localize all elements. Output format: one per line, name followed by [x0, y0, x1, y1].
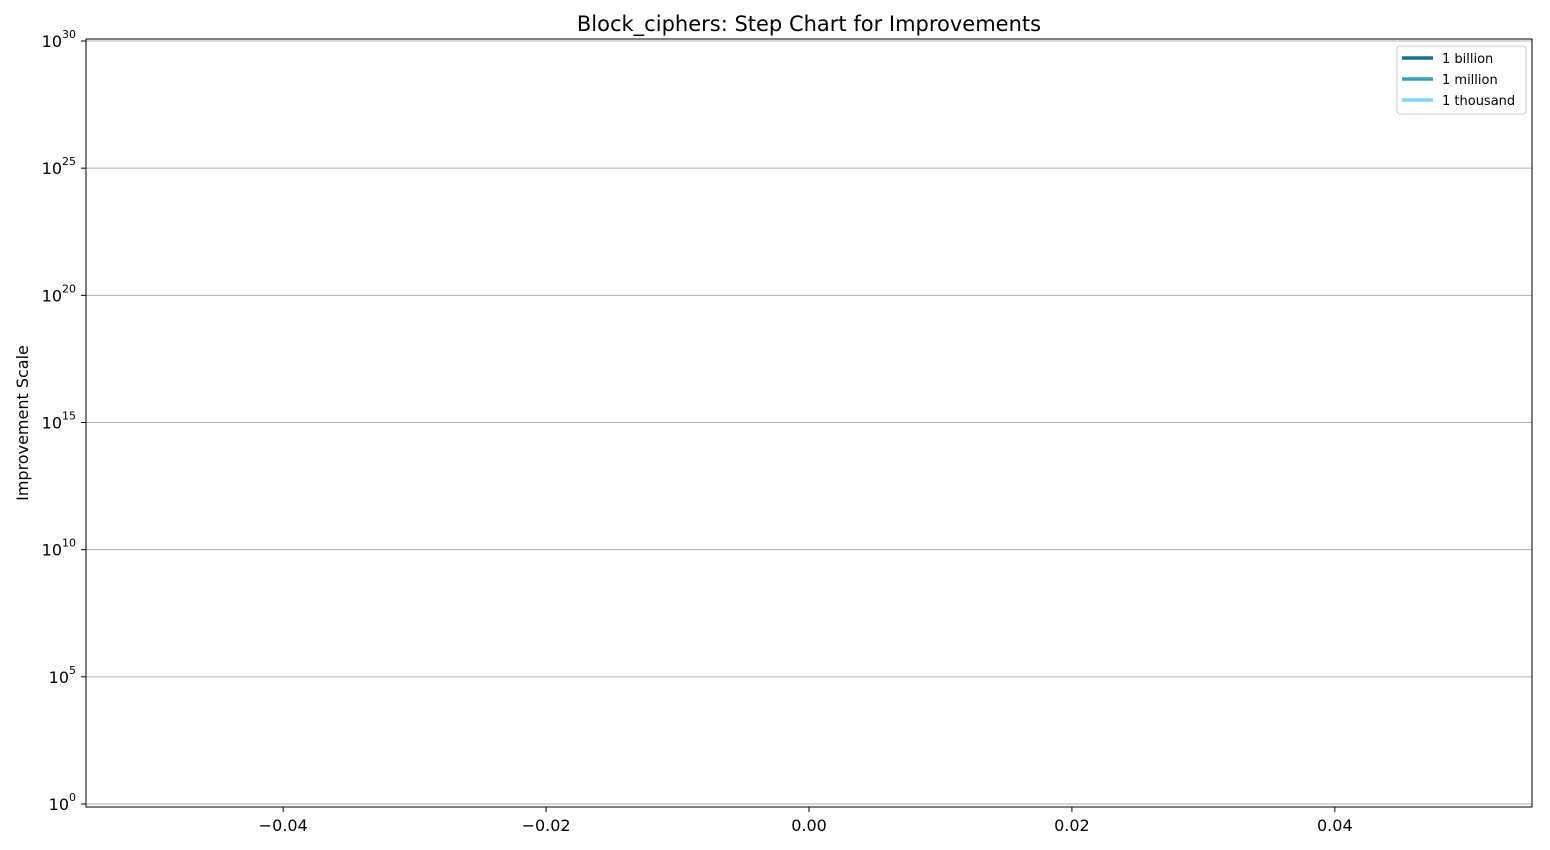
- legend-entry: 1 billion: [1442, 52, 1493, 67]
- x-axis-ticks: −0.04 −0.02 0.00 0.02 0.04: [259, 807, 1353, 835]
- x-tick-label: 0.04: [1317, 816, 1353, 835]
- y-tick-label: 1015: [42, 410, 76, 433]
- y-axis-label: Improvement Scale: [13, 345, 32, 501]
- x-tick-label: −0.04: [259, 816, 308, 835]
- y-tick-label: 1025: [42, 155, 76, 178]
- x-tick-label: 0.02: [1054, 816, 1090, 835]
- y-axis-ticks: 100 105 1010 1015 1020 1025 1030: [42, 28, 86, 814]
- y-tick-label: 105: [49, 664, 76, 687]
- x-tick-label: −0.02: [522, 816, 571, 835]
- y-tick-label: 1020: [42, 282, 76, 305]
- y-tick-label: 100: [49, 791, 76, 814]
- legend-entry: 1 million: [1442, 73, 1498, 88]
- y-tick-label: 1010: [42, 537, 76, 560]
- legend-entry: 1 thousand: [1442, 94, 1515, 109]
- legend-box: [1396, 45, 1527, 115]
- y-tick-label: 1030: [42, 28, 76, 51]
- chart-title: Block_ciphers: Step Chart for Improvemen…: [577, 12, 1041, 37]
- grid-lines: [86, 40, 1532, 805]
- legend: 1 billion 1 million 1 thousand: [1396, 45, 1527, 115]
- x-tick-label: 0.00: [791, 816, 827, 835]
